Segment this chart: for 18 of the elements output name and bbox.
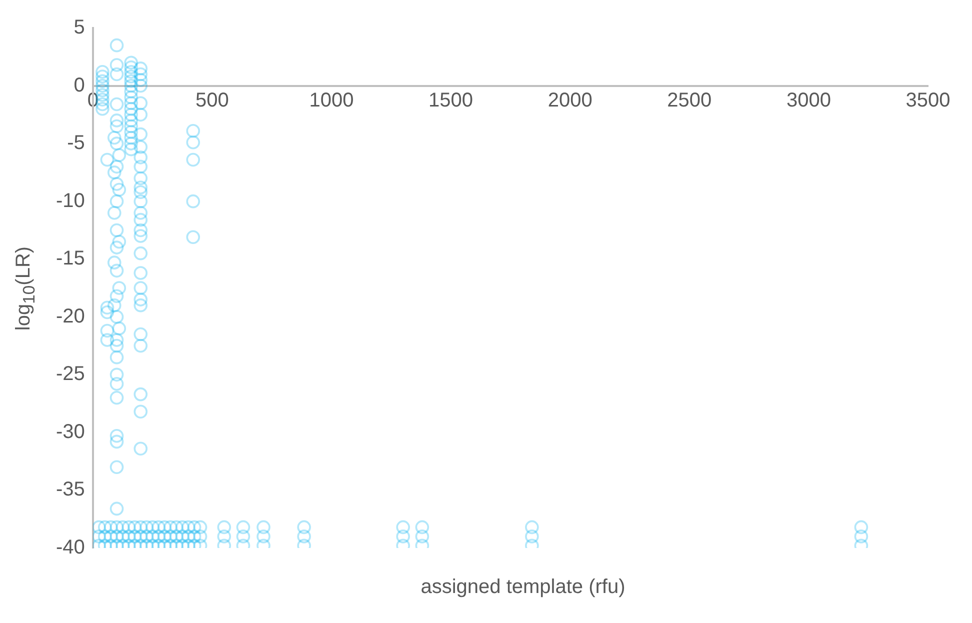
y-tick-label: -40 xyxy=(56,536,85,559)
x-tick-label: 1500 xyxy=(428,89,474,112)
y-tick-label: -15 xyxy=(56,248,85,270)
x-tick-label: 2500 xyxy=(667,89,712,112)
x-tick-label: 500 xyxy=(196,89,229,112)
y-tick-label: -35 xyxy=(56,478,85,501)
y-tick-label: 0 xyxy=(74,74,85,96)
y-tick-label: -30 xyxy=(56,420,85,443)
y-tick-label: -5 xyxy=(67,132,85,154)
y-tick-label: -25 xyxy=(56,363,85,386)
y-tick-label: -20 xyxy=(56,305,85,328)
x-tick-label: 3500 xyxy=(906,89,950,112)
y-tick-label: 5 xyxy=(74,16,85,39)
x-tick-label: 3000 xyxy=(786,89,831,112)
x-tick-label: 1000 xyxy=(309,89,354,112)
x-axis-title: assigned template (rfu) xyxy=(420,576,626,599)
y-tick-label: -10 xyxy=(56,190,85,212)
x-tick-label: 2000 xyxy=(548,89,592,112)
